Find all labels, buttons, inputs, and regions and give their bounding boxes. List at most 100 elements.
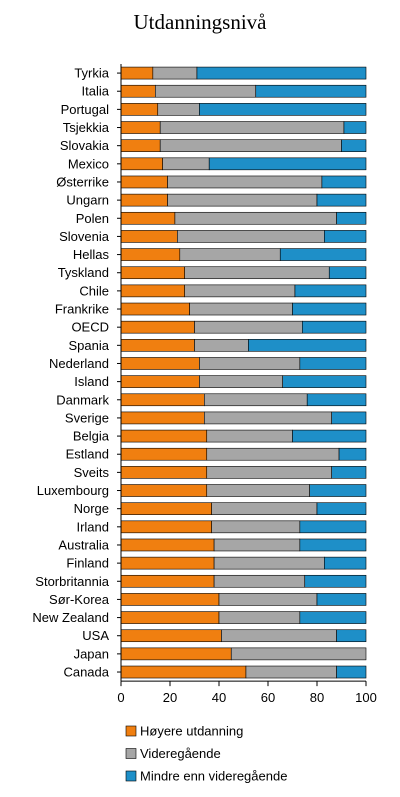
bar-segment-2 [199,357,301,370]
bar-segment-1 [120,266,186,280]
bar-segment-3 [328,266,367,280]
bar-segment-3 [324,556,367,570]
bar-segment-3 [248,339,367,352]
bar-segment-1 [120,466,208,479]
bar-segment-3 [255,84,367,98]
bar-segment-2 [184,266,330,280]
bar-segment-1 [120,556,215,570]
bar-segment-2 [194,339,249,352]
category-label: Italia [82,84,110,99]
bar-segment-1 [120,230,178,243]
bar-segment-2 [167,193,318,207]
legend-swatch [125,770,137,782]
bar-segment-2 [174,211,337,225]
bar-segment-1 [120,484,208,497]
x-tick-label: 40 [212,690,226,705]
x-tick-label: 0 [117,690,124,705]
category-label: OECD [71,320,109,335]
category-label: Tyrkia [74,66,109,81]
bar-segment-1 [120,411,205,425]
category-label: Japan [74,646,109,661]
bar-segment-2 [179,248,281,261]
category-label: Polen [76,211,109,226]
legend-label: Videregående [140,746,221,761]
bar-segment-3 [299,538,367,552]
bar-segment-2 [204,411,333,425]
bar-segment-1 [120,574,215,588]
category-label: Chile [79,283,109,298]
category-label: Hellas [73,247,110,262]
bar-segment-2 [159,121,345,134]
category-label: Sør-Korea [49,592,110,607]
bar-segment-2 [194,320,303,334]
bar-segment-3 [279,248,367,261]
category-label: Norge [74,501,109,516]
category-label: Canada [63,665,109,680]
bar-segment-1 [120,611,220,624]
bar-segment-1 [120,647,232,661]
bar-segment-3 [316,193,367,207]
category-label: Nederland [49,356,109,371]
legend-swatch [125,725,137,737]
category-label: Sverige [65,410,109,425]
bar-segment-2 [162,157,210,171]
bar-segment-1 [120,393,205,407]
bar-segment-1 [120,320,195,334]
bar-segment-1 [120,302,190,316]
category-label: Australia [58,537,109,552]
category-label: Irland [76,519,109,534]
bar-segment-2 [206,429,293,443]
bar-segment-2 [167,175,323,189]
bar-segment-3 [336,211,367,225]
category-label: Island [74,374,109,389]
bar-segment-3 [321,175,367,189]
category-labels: Tyrkia Italia Portugal Tsjekkia Slovakia Mexi… [32,66,109,680]
bar-segment-2 [218,611,301,624]
bar-segment-3 [338,447,367,461]
category-label: Ungarn [66,193,109,208]
bar-segment-1 [120,284,186,298]
bar-segment-2 [218,593,318,606]
bar-segment-1 [120,520,212,534]
category-label: Mexico [68,156,109,171]
category-label: New Zealand [32,610,109,625]
bar-segment-1 [120,538,215,552]
bar-segment-2 [199,375,283,388]
category-label: Portugal [61,102,110,117]
bar-segment-3 [292,429,367,443]
bar-segment-3 [336,665,367,679]
bar-segment-1 [120,629,222,643]
bar-segment-2 [206,447,340,461]
bar-segment-2 [211,520,301,534]
bar-segment-2 [221,629,337,643]
category-label: Belgia [73,429,110,444]
bar-segment-1 [120,66,154,80]
bar-segment-3 [294,284,367,298]
legend-label: Høyere utdanning [140,724,243,739]
bar-segment-3 [331,411,367,425]
category-label: Storbritannia [35,574,109,589]
bar-segment-3 [306,393,367,407]
bar-segment-3 [299,611,367,624]
category-label: Luxembourg [37,483,109,498]
x-tick-label: 80 [310,690,324,705]
bar-segment-1 [120,103,159,116]
bar-segment-1 [120,248,181,261]
bar-segment-3 [208,157,367,171]
bar-segment-1 [120,502,212,515]
bar-segment-2 [213,538,301,552]
bar-segment-3 [282,375,367,388]
bar-segment-2 [159,139,342,152]
bar-segment-1 [120,175,168,189]
category-label: Sveits [74,465,110,480]
bar-segment-2 [189,302,293,316]
bar-segment-3 [299,520,367,534]
bar-segment-3 [196,66,367,80]
category-label: Spania [69,338,110,353]
axes: 0 20 40 60 80 100 [117,64,377,705]
bar-segment-1 [120,121,161,134]
bar-segment-1 [120,157,163,171]
bar-segment-3 [341,139,367,152]
bar-segment-1 [120,375,200,388]
category-label: Frankrike [55,302,109,317]
